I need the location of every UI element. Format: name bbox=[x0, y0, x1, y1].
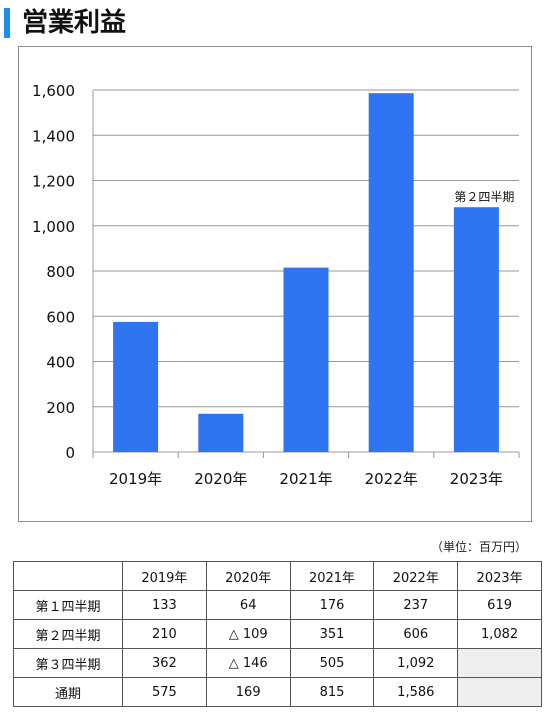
column-header: 2022年 bbox=[373, 561, 459, 591]
table-cell: 210 bbox=[122, 619, 207, 649]
x-tick-label: 2023年 bbox=[450, 470, 503, 488]
table-cell: 351 bbox=[289, 619, 375, 649]
column-header: 2021年 bbox=[289, 561, 375, 591]
table-cell: 64 bbox=[205, 590, 291, 620]
title-accent-bar bbox=[4, 8, 10, 38]
x-tick-label: 2021年 bbox=[279, 470, 332, 488]
y-tick-label: 1,400 bbox=[32, 127, 75, 145]
table-cell: 606 bbox=[373, 619, 459, 649]
column-header: 2020年 bbox=[205, 561, 291, 591]
x-tick-label: 2019年 bbox=[109, 470, 162, 488]
table-row: 通期 575 169 815 1,586 bbox=[13, 677, 542, 707]
table-row: 第２四半期 210 △ 109 351 606 1,082 bbox=[13, 619, 542, 649]
x-tick-label: 2020年 bbox=[194, 470, 247, 488]
y-tick-label: 1,600 bbox=[32, 82, 75, 100]
table-cell: △ 109 bbox=[205, 619, 291, 649]
row-label: 通期 bbox=[13, 677, 123, 707]
table-cell-empty bbox=[457, 648, 542, 678]
y-tick-label: 1,200 bbox=[32, 173, 75, 191]
table-cell: 176 bbox=[289, 590, 375, 620]
table-cell: 619 bbox=[457, 590, 542, 620]
table-row: 第３四半期 362 △ 146 505 1,092 bbox=[13, 648, 542, 678]
row-label: 第２四半期 bbox=[13, 619, 123, 649]
table-cell: 237 bbox=[373, 590, 459, 620]
table-cell-empty bbox=[457, 677, 542, 707]
column-header: 2023年 bbox=[457, 561, 542, 591]
bar-5 bbox=[453, 207, 499, 452]
y-tick-label: 400 bbox=[46, 354, 75, 372]
unit-note: （単位：百万円） bbox=[430, 540, 527, 554]
table-row: 第１四半期 133 64 176 237 619 bbox=[13, 590, 542, 620]
chart-frame: 0 200 400 600 800 1,000 1,200 1,400 1,600 2019年 20… bbox=[18, 46, 532, 522]
bar-3 bbox=[283, 267, 329, 452]
row-label: 第１四半期 bbox=[13, 590, 123, 620]
bar-1 bbox=[113, 321, 159, 452]
quarterly-data-table: 2019年 2020年 2021年 2022年 2023年 第１四半期 133 … bbox=[13, 561, 542, 707]
page-title: 営業利益 bbox=[22, 8, 127, 38]
table-cell: 169 bbox=[205, 677, 291, 707]
table-cell: 1,586 bbox=[373, 677, 459, 707]
table-cell: 575 bbox=[122, 677, 207, 707]
table-cell: 1,082 bbox=[457, 619, 542, 649]
x-tick-label: 2022年 bbox=[365, 470, 418, 488]
table-cell: 133 bbox=[122, 590, 207, 620]
bar-2 bbox=[198, 413, 244, 452]
y-tick-label: 800 bbox=[46, 263, 75, 281]
y-tick-label: 200 bbox=[46, 399, 75, 417]
table-header-row: 2019年 2020年 2021年 2022年 2023年 bbox=[13, 561, 542, 591]
bar-annotation: 第２四半期 bbox=[454, 190, 514, 204]
table-cell: 815 bbox=[289, 677, 375, 707]
table-cell: 1,092 bbox=[373, 648, 459, 678]
operating-profit-bar-chart: 0 200 400 600 800 1,000 1,200 1,400 1,600 2019年 20… bbox=[32, 82, 520, 488]
table-corner-cell bbox=[13, 561, 123, 591]
y-tick-label: 600 bbox=[46, 308, 75, 326]
table-cell: △ 146 bbox=[205, 648, 291, 678]
table-cell: 505 bbox=[289, 648, 375, 678]
row-label: 第３四半期 bbox=[13, 648, 123, 678]
y-tick-label: 1,000 bbox=[32, 218, 75, 236]
table-cell: 362 bbox=[122, 648, 207, 678]
y-tick-label: 0 bbox=[65, 444, 75, 462]
bar-4 bbox=[368, 93, 414, 453]
column-header: 2019年 bbox=[122, 561, 207, 591]
